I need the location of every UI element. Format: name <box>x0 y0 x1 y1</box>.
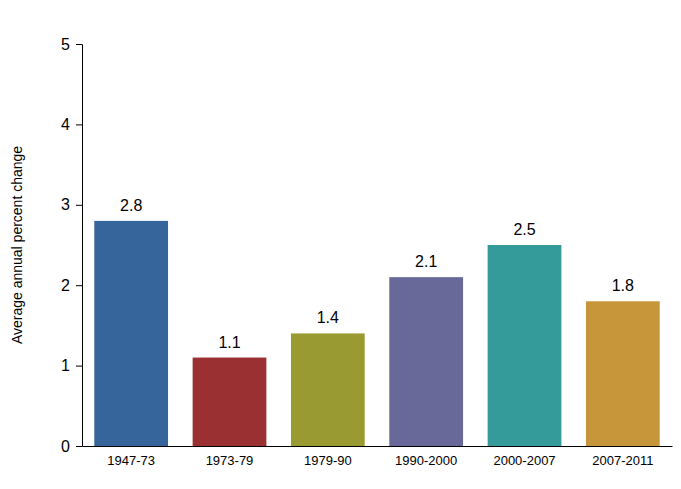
data-label: 1.1 <box>218 334 240 351</box>
data-label: 1.4 <box>317 309 339 326</box>
chart: 0 1 2 3 4 5 1947-73 1973-79 1979-90 1990-2000 2000… <box>0 0 681 489</box>
y-tick: 1 <box>61 357 82 374</box>
bar <box>291 333 365 446</box>
data-label: 1.8 <box>612 277 634 294</box>
y-tick-mark <box>76 446 82 447</box>
x-tick-label: 1973-79 <box>206 453 254 468</box>
x-tick-label: 2007-2011 <box>592 453 653 468</box>
bar <box>193 358 267 446</box>
y-tick-mark <box>76 44 82 45</box>
data-labels: 2.8 1.1 1.4 2.1 2.5 1.8 <box>120 197 634 351</box>
data-label: 2.5 <box>513 221 535 238</box>
y-tick: 5 <box>61 36 82 53</box>
y-tick: 4 <box>61 116 82 133</box>
y-tick-label: 2 <box>61 277 70 294</box>
y-tick-label: 1 <box>61 357 70 374</box>
x-tick: 1990-2000 <box>395 446 457 468</box>
y-tick-mark <box>76 205 82 206</box>
x-tick-label: 1990-2000 <box>395 453 457 468</box>
x-tick-label: 1947-73 <box>107 453 155 468</box>
data-label: 2.1 <box>415 253 437 270</box>
x-tick-label: 1979-90 <box>304 453 352 468</box>
plot: 0 1 2 3 4 5 1947-73 1973-79 1979-90 1990-2000 2000… <box>61 36 672 468</box>
x-axis: 1947-73 1973-79 1979-90 1990-2000 2000-2007 2… <box>83 446 673 468</box>
y-tick-mark <box>76 285 82 286</box>
x-tick-label: 2000-2007 <box>493 453 555 468</box>
bar <box>389 277 463 446</box>
bar <box>488 245 562 446</box>
y-axis-line <box>76 45 83 447</box>
x-tick: 1973-79 <box>206 446 254 468</box>
y-tick-mark <box>76 366 82 367</box>
y-tick: 2 <box>61 277 82 294</box>
y-tick: 0 <box>61 438 82 455</box>
data-label: 2.8 <box>120 197 142 214</box>
y-tick-label: 0 <box>61 438 70 455</box>
y-tick-label: 4 <box>61 116 70 133</box>
bars <box>94 221 659 446</box>
y-tick-label: 3 <box>61 196 70 213</box>
x-tick: 2000-2007 <box>493 446 555 468</box>
bar <box>94 221 168 446</box>
x-tick: 1979-90 <box>304 446 352 468</box>
bar <box>586 301 660 446</box>
x-axis-line <box>83 446 673 447</box>
y-tick-label: 5 <box>61 36 70 53</box>
x-tick: 2007-2011 <box>592 446 653 468</box>
y-axis-title: Average annual percent change <box>9 146 25 344</box>
y-axis: 0 1 2 3 4 5 <box>61 36 82 455</box>
y-tick-mark <box>76 124 82 125</box>
x-tick: 1947-73 <box>107 446 155 468</box>
y-tick: 3 <box>61 196 82 213</box>
